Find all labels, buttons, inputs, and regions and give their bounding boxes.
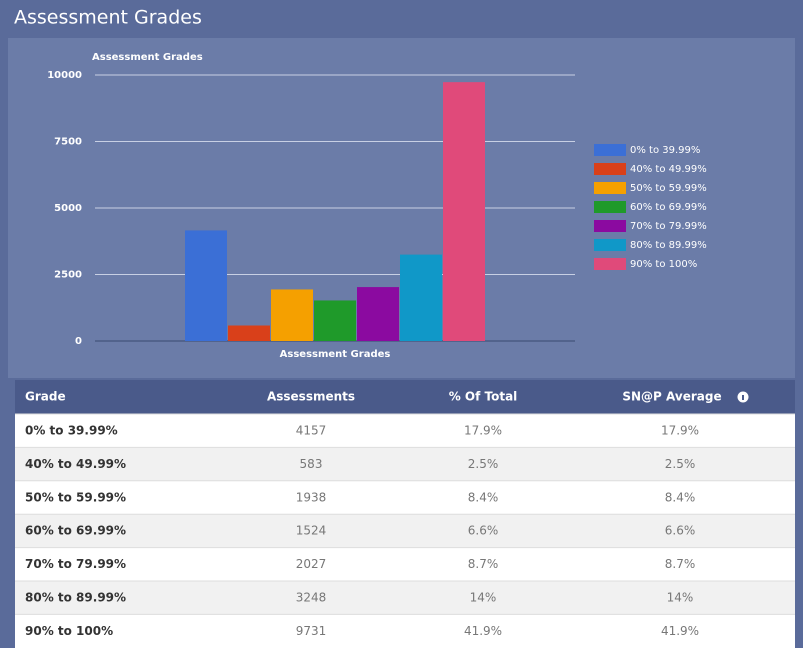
- value-cell: 14%: [470, 591, 497, 605]
- bar: [228, 325, 270, 341]
- legend-label: 50% to 59.99%: [630, 183, 707, 194]
- column-header: Assessments: [267, 390, 355, 404]
- x-axis-label: Assessment Grades: [280, 349, 391, 360]
- table-row: [15, 480, 795, 515]
- value-cell: 6.6%: [665, 524, 696, 538]
- y-tick-label: 7500: [54, 137, 82, 148]
- value-cell: 17.9%: [661, 424, 699, 438]
- table-row: [15, 414, 795, 448]
- legend-label: 0% to 39.99%: [630, 145, 700, 156]
- grade-cell: 60% to 69.99%: [25, 524, 126, 538]
- value-cell: 583: [300, 457, 323, 471]
- column-header: Grade: [25, 390, 66, 404]
- bar: [185, 230, 227, 341]
- legend-swatch: [594, 182, 626, 194]
- bar: [271, 289, 313, 341]
- y-tick-label: 5000: [54, 203, 82, 214]
- table-row: [15, 581, 795, 615]
- table-row: [15, 547, 795, 581]
- legend-swatch: [594, 220, 626, 232]
- table-row: [15, 447, 795, 481]
- value-cell: 9731: [296, 624, 327, 638]
- y-tick-label: 2500: [54, 270, 82, 281]
- legend-label: 60% to 69.99%: [630, 202, 707, 213]
- bar: [314, 300, 356, 341]
- value-cell: 3248: [296, 591, 327, 605]
- page-title: Assessment Grades: [14, 7, 202, 29]
- value-cell: 8.4%: [665, 490, 696, 504]
- info-icon-mark: [742, 395, 744, 400]
- value-cell: 41.9%: [661, 624, 699, 638]
- value-cell: 17.9%: [464, 424, 502, 438]
- grade-cell: 40% to 49.99%: [25, 457, 126, 471]
- value-cell: 4157: [296, 424, 327, 438]
- value-cell: 2.5%: [665, 457, 696, 471]
- y-tick-label: 10000: [47, 70, 82, 81]
- chart-title: Assessment Grades: [92, 52, 203, 63]
- legend-swatch: [594, 239, 626, 251]
- legend-swatch: [594, 144, 626, 156]
- table-row: [15, 614, 795, 648]
- value-cell: 6.6%: [468, 524, 499, 538]
- table-row: [15, 514, 795, 548]
- value-cell: 1938: [296, 490, 327, 504]
- value-cell: 1524: [296, 524, 327, 538]
- legend-label: 70% to 79.99%: [630, 221, 707, 232]
- value-cell: 2027: [296, 557, 327, 571]
- legend-swatch: [594, 258, 626, 270]
- legend-label: 80% to 89.99%: [630, 240, 707, 251]
- grade-cell: 70% to 79.99%: [25, 557, 126, 571]
- value-cell: 8.7%: [665, 557, 696, 571]
- value-cell: 8.4%: [468, 490, 499, 504]
- legend-swatch: [594, 163, 626, 175]
- column-header: SN@P Average: [622, 390, 721, 404]
- bar: [443, 82, 485, 342]
- bar: [400, 254, 442, 341]
- value-cell: 41.9%: [464, 624, 502, 638]
- grade-cell: 50% to 59.99%: [25, 490, 126, 504]
- legend-label: 40% to 49.99%: [630, 164, 707, 175]
- column-header: % Of Total: [449, 390, 518, 404]
- grade-cell: 0% to 39.99%: [25, 424, 118, 438]
- table-header: [15, 380, 795, 414]
- value-cell: 8.7%: [468, 557, 499, 571]
- grade-cell: 80% to 89.99%: [25, 591, 126, 605]
- value-cell: 2.5%: [468, 457, 499, 471]
- legend-label: 90% to 100%: [630, 259, 697, 270]
- grade-cell: 90% to 100%: [25, 624, 113, 638]
- bar: [357, 287, 399, 341]
- legend-swatch: [594, 201, 626, 213]
- value-cell: 14%: [667, 591, 694, 605]
- y-tick-label: 0: [75, 336, 82, 347]
